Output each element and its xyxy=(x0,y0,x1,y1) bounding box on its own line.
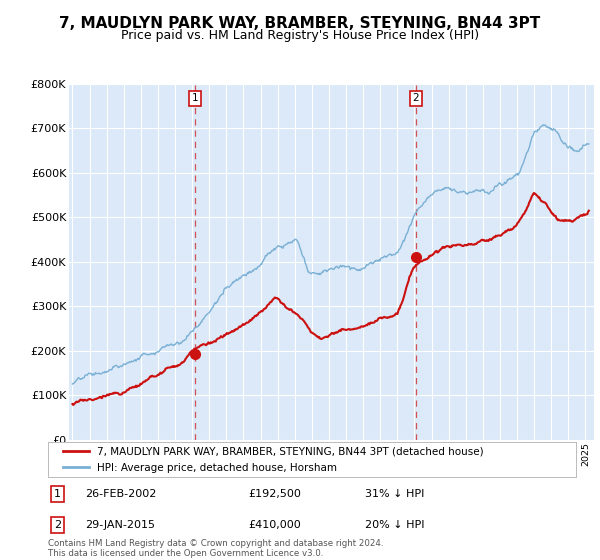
Text: 20% ↓ HPI: 20% ↓ HPI xyxy=(365,520,424,530)
Text: 2: 2 xyxy=(54,520,61,530)
Text: 2: 2 xyxy=(412,93,419,103)
Text: 7, MAUDLYN PARK WAY, BRAMBER, STEYNING, BN44 3PT: 7, MAUDLYN PARK WAY, BRAMBER, STEYNING, … xyxy=(59,16,541,31)
Legend: 7, MAUDLYN PARK WAY, BRAMBER, STEYNING, BN44 3PT (detached house), HPI: Average : 7, MAUDLYN PARK WAY, BRAMBER, STEYNING, … xyxy=(58,442,488,477)
Text: Price paid vs. HM Land Registry's House Price Index (HPI): Price paid vs. HM Land Registry's House … xyxy=(121,29,479,42)
Text: 29-JAN-2015: 29-JAN-2015 xyxy=(85,520,155,530)
Text: £192,500: £192,500 xyxy=(248,489,302,499)
Text: Contains HM Land Registry data © Crown copyright and database right 2024.
This d: Contains HM Land Registry data © Crown c… xyxy=(48,539,383,558)
Text: 1: 1 xyxy=(54,489,61,499)
Text: £410,000: £410,000 xyxy=(248,520,301,530)
Text: 31% ↓ HPI: 31% ↓ HPI xyxy=(365,489,424,499)
Text: 1: 1 xyxy=(191,93,198,103)
Text: 26-FEB-2002: 26-FEB-2002 xyxy=(85,489,157,499)
